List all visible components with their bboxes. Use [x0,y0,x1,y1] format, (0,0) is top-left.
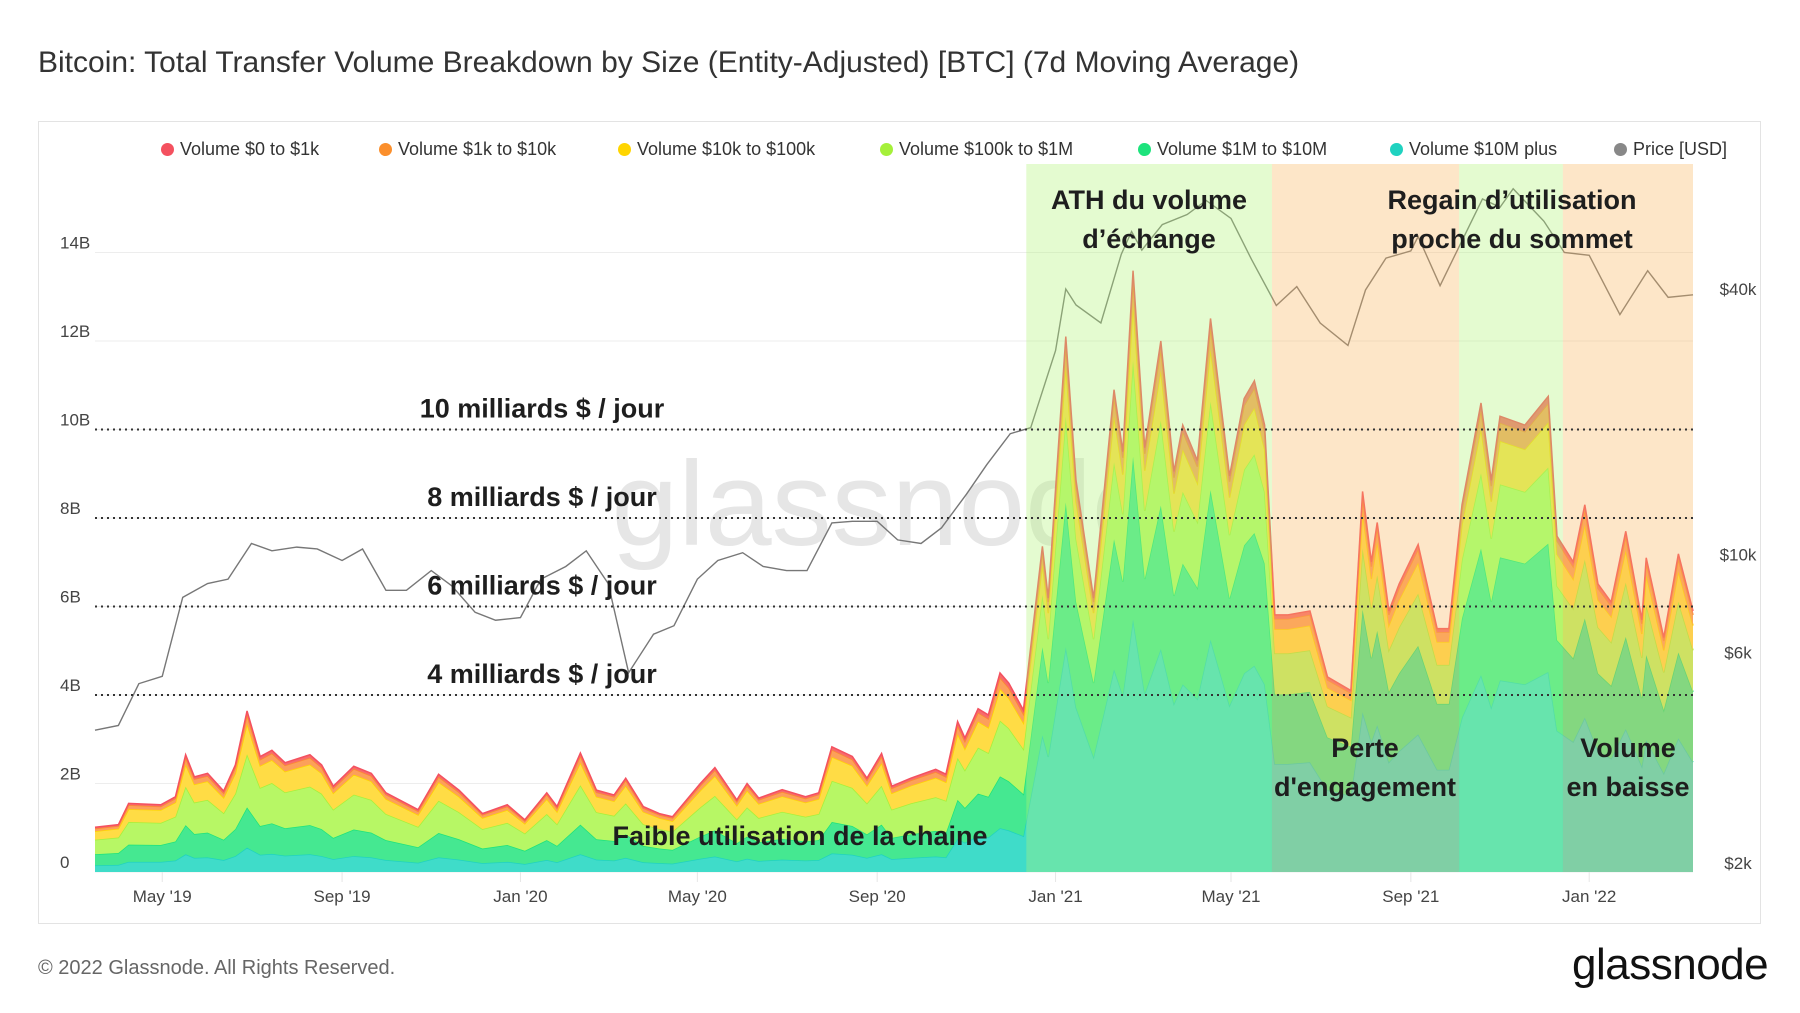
copyright-footer: © 2022 Glassnode. All Rights Reserved. [38,957,396,979]
price-tick-label: $2k [1724,854,1752,873]
legend-label: Volume $100k to $1M [899,139,1074,159]
legend-dot-icon [1138,143,1151,156]
legend-item-volume-1k-10k[interactable]: Volume $1k to $10k [379,139,556,160]
area-volume-0-to-1k-line [94,270,1694,829]
legend-label: Volume $1k to $10k [398,139,557,159]
annotation-low-usage: Faible utilisation de la chaine [612,821,987,851]
level-label: 8 milliards $ / jour [427,482,657,512]
legend-dot-icon [161,143,174,156]
y-tick-label: 2B [60,765,81,784]
legend-dot-icon [379,143,392,156]
price-tick-label: $6k [1724,644,1752,663]
annotation-loss-line1: Perte [1331,733,1399,763]
legend-dot-icon [1390,143,1403,156]
y-tick-label: 6B [60,588,81,607]
y-tick-label: 4B [60,676,81,695]
legend-label: Volume $10k to $100k [637,139,816,159]
price-tick-label: $10k [1720,546,1757,565]
y-tick-label: 10B [60,411,90,430]
y-tick-label: 12B [60,322,90,341]
price-line [94,187,1694,731]
legend-item-volume-10k-100k[interactable]: Volume $10k to $100k [618,139,815,160]
legend-dot-icon [618,143,631,156]
y-tick-label: 8B [60,499,81,518]
annotation-regain-line1: Regain d’utilisation [1387,185,1636,215]
x-tick-label: Jan '20 [493,887,547,906]
level-label: 6 milliards $ / jour [427,571,657,601]
level-label: 10 milliards $ / jour [420,394,665,424]
y-tick-label: 0 [60,853,69,872]
level-label: 4 milliards $ / jour [427,659,657,689]
annotation-down-line1: Volume [1580,733,1676,763]
legend-dot-icon [880,143,893,156]
legend-label: Price [USD] [1633,139,1728,159]
x-tick-label: Sep '20 [849,887,906,906]
annotation-regain-line2: proche du sommet [1391,224,1633,254]
legend-label: Volume $1M to $10M [1157,139,1328,159]
legend-label: Volume $10M plus [1409,139,1558,159]
chart-frame [38,121,1761,924]
price-tick-label: $40k [1720,280,1757,299]
x-tick-label: May '21 [1201,887,1260,906]
annotation-down-line2: en baisse [1566,772,1689,802]
legend-item-price[interactable]: Price [USD] [1614,139,1727,160]
legend-dot-icon [1614,143,1627,156]
annotation-loss-line2: d'engagement [1274,772,1456,802]
x-tick-label: Jan '21 [1028,887,1082,906]
x-tick-label: Sep '19 [314,887,371,906]
annotation-ath-line2: d’échange [1082,224,1216,254]
legend-item-volume-1m-10m[interactable]: Volume $1M to $10M [1138,139,1327,160]
legend-label: Volume $0 to $1k [180,139,320,159]
legend-item-volume-0-1k[interactable]: Volume $0 to $1k [161,139,319,160]
area-volume-10m-plus [95,619,1693,872]
legend-item-volume-100k-1m[interactable]: Volume $100k to $1M [880,139,1073,160]
x-tick-label: May '20 [668,887,727,906]
area-volume-10k-to-100k [95,303,1693,840]
annotation-ath-line1: ATH du volume [1051,185,1247,215]
x-tick-label: May '19 [133,887,192,906]
highlight-period [1271,164,1460,872]
x-tick-label: Sep '21 [1382,887,1439,906]
y-tick-label: 14B [60,234,90,253]
glassnode-logo: glassnode [1572,940,1769,989]
x-tick-label: Jan '22 [1562,887,1616,906]
legend-item-volume-10m-plus[interactable]: Volume $10M plus [1390,139,1557,160]
area-volume-1m-to-10m [95,456,1693,866]
chart-title: Bitcoin: Total Transfer Volume Breakdown… [38,46,1300,79]
